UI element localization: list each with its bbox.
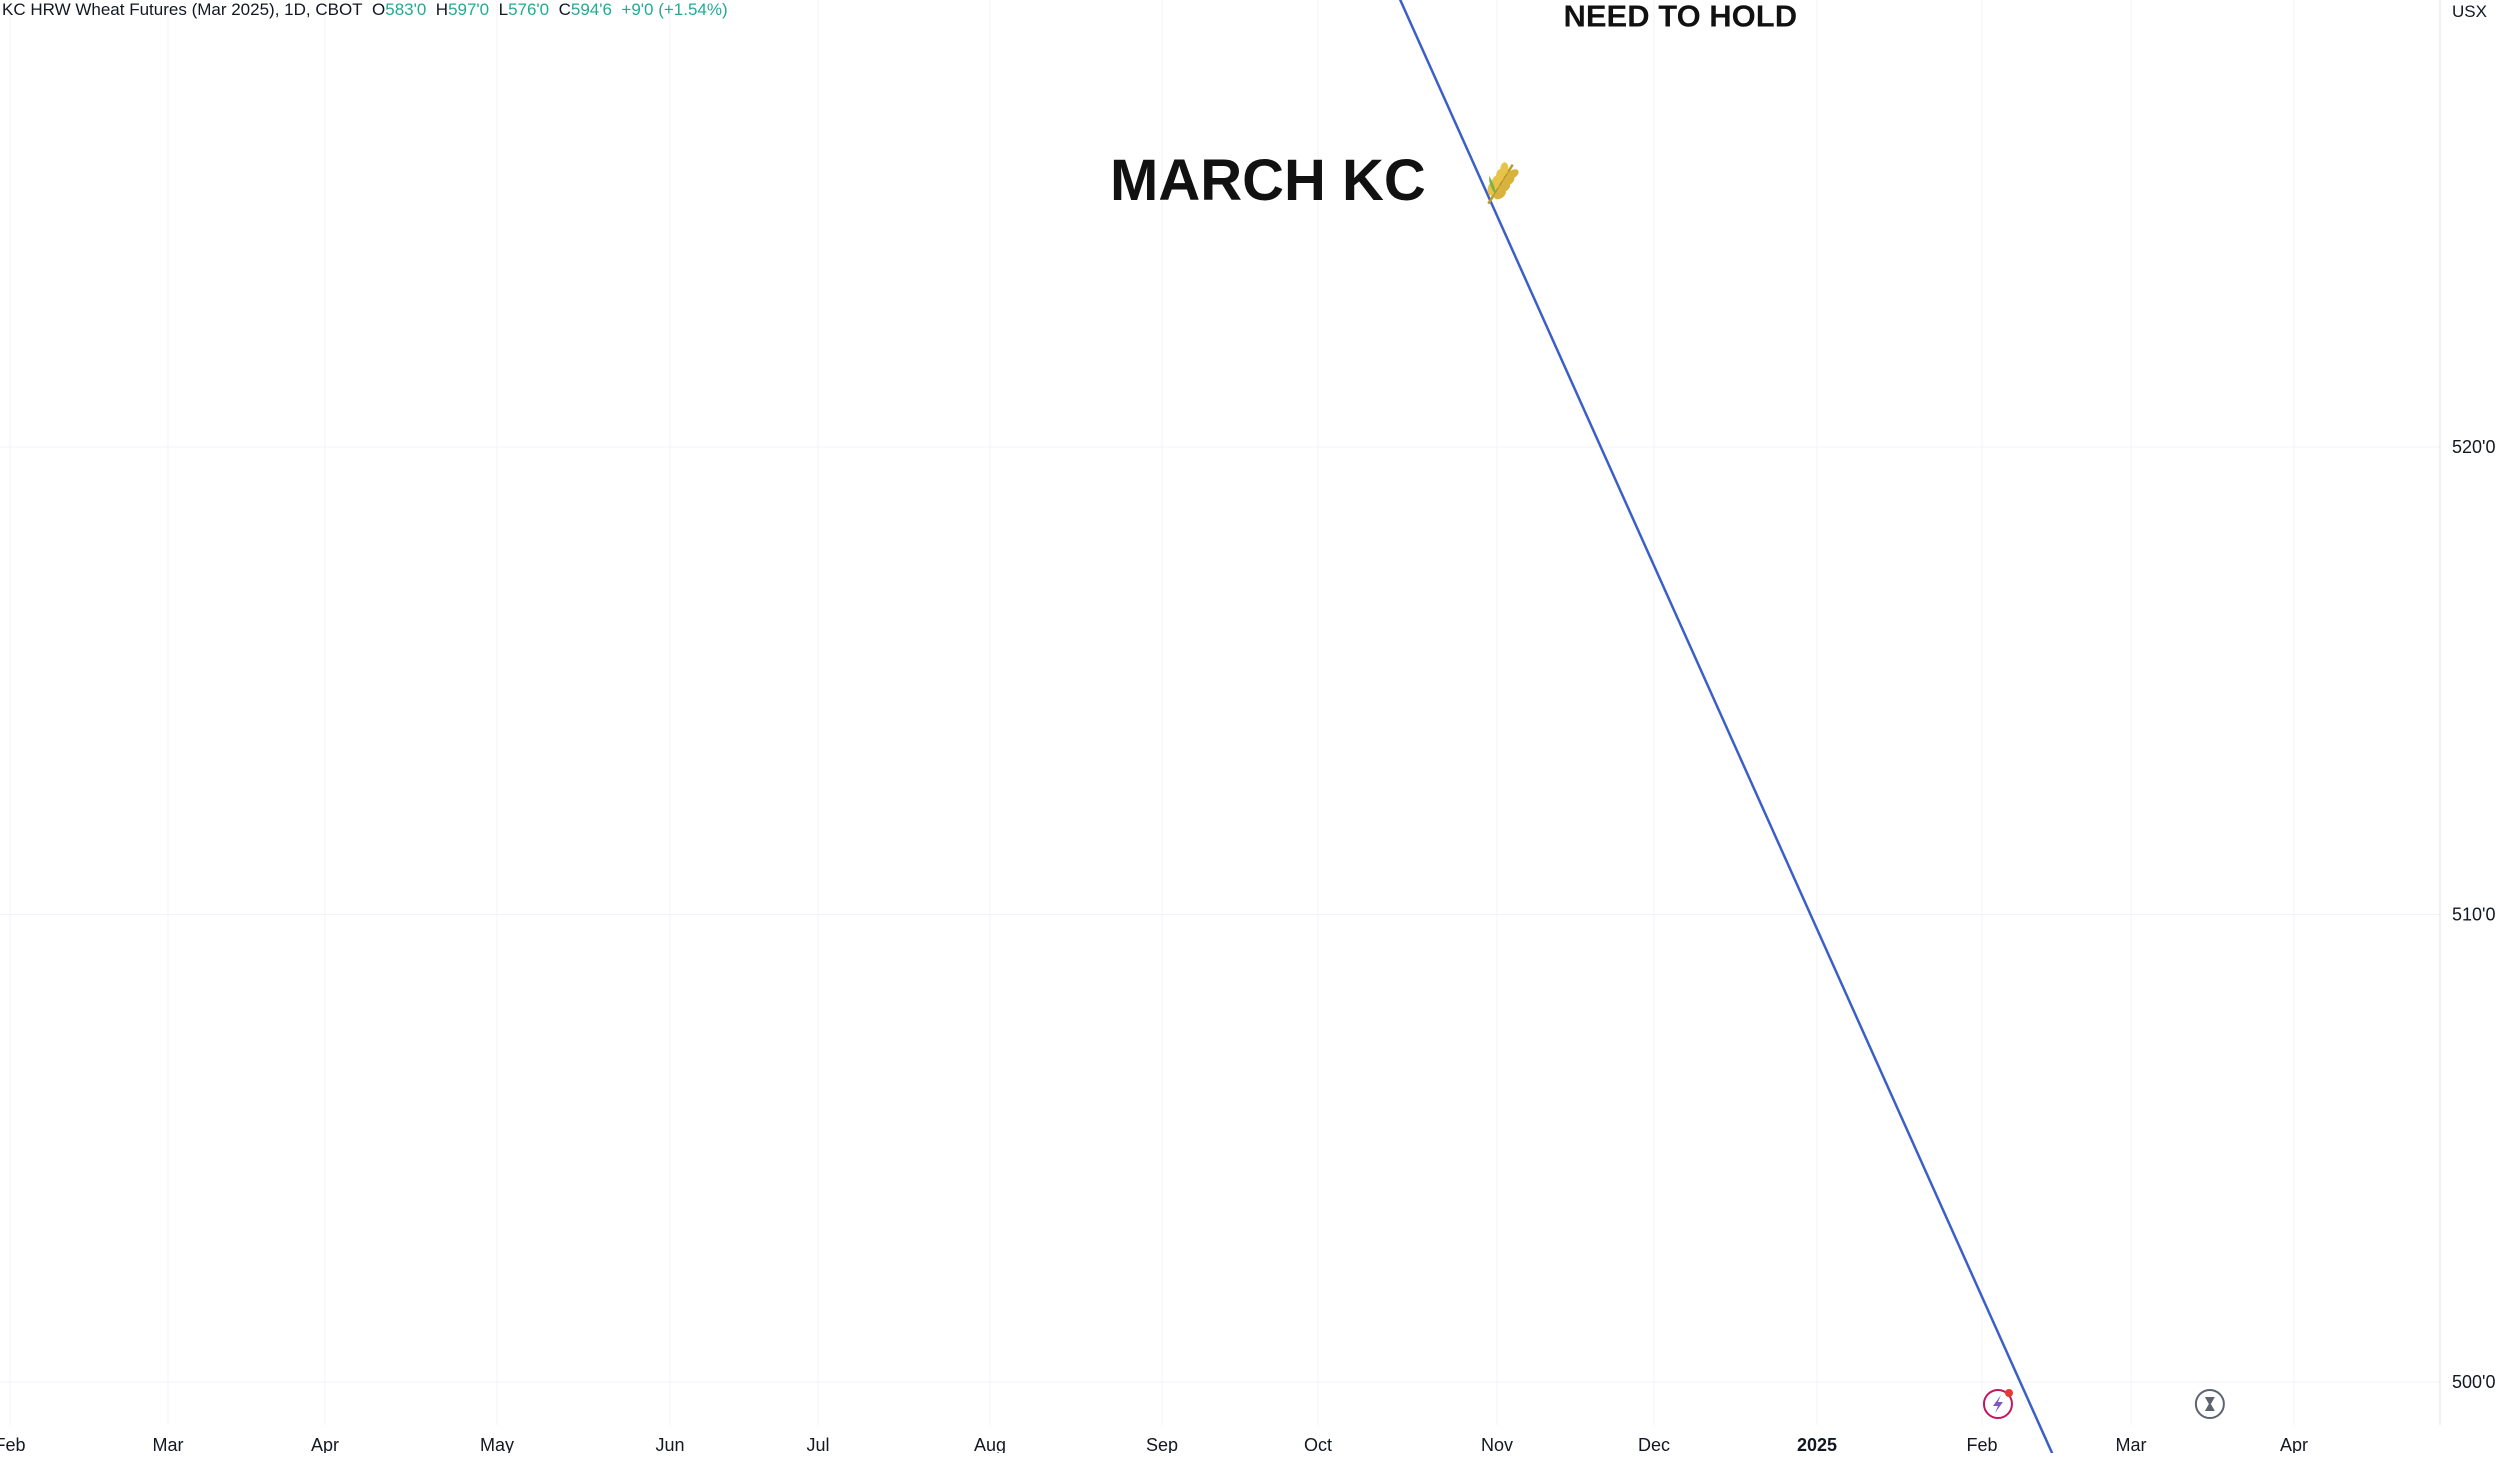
currency-label: USX — [2452, 2, 2487, 21]
x-tick-label: Jul — [806, 1435, 829, 1453]
x-tick-label: Apr — [311, 1435, 339, 1453]
hourglass-icon[interactable] — [2194, 1389, 2225, 1419]
x-tick-label: Sep — [1146, 1435, 1178, 1453]
symbol-title: KC HRW Wheat Futures (Mar 2025), 1D, CBO… — [2, 0, 363, 19]
x-tick-label: Mar — [2116, 1435, 2147, 1453]
x-tick-label: Aug — [974, 1435, 1006, 1453]
x-tick-label: Jun — [655, 1435, 684, 1453]
lightning-bolt — [1992, 1395, 2003, 1413]
symbol-header[interactable]: KC HRW Wheat Futures (Mar 2025), 1D, CBO… — [2, 0, 728, 20]
x-tick-label: Mar — [153, 1435, 184, 1453]
annotation-need-to-hold: NEED TO HOLD — [1563, 0, 1797, 33]
high-label: H — [435, 0, 449, 19]
hourglass-shape — [2204, 1397, 2215, 1411]
close-value: 594'6 — [570, 0, 612, 19]
open-value: 583'0 — [385, 0, 427, 19]
high-value: 597'0 — [448, 0, 490, 19]
x-tick-label: Nov — [1481, 1435, 1513, 1453]
grid — [0, 0, 2440, 1425]
x-tick-label: Apr — [2280, 1435, 2308, 1453]
change-value: +9'0 (+1.54%) — [621, 0, 728, 19]
y-tick-label: 510'0 — [2452, 905, 2495, 925]
chart-title: MARCH KC — [1110, 148, 1426, 213]
x-tick-label: Feb — [1966, 1435, 1997, 1453]
level-lines — [70, 0, 2083, 1458]
wheat-grain — [1494, 189, 1506, 200]
wheat-icon — [1487, 162, 1519, 205]
x-tick-label: Feb — [0, 1435, 26, 1453]
x-tick-label: Dec — [1638, 1435, 1670, 1453]
y-tick-label: 500'0 — [2452, 1372, 2495, 1392]
x-tick-label: Oct — [1304, 1435, 1332, 1453]
x-tick-label: 2025 — [1797, 1435, 1837, 1453]
lightning-circle — [1982, 1389, 2013, 1419]
wheat-leaf — [1489, 175, 1496, 194]
low-label: L — [498, 0, 509, 19]
x-tick-label: May — [480, 1435, 514, 1453]
y-tick-label: 520'0 — [2452, 437, 2495, 457]
close-label: C — [558, 0, 571, 19]
low-value: 576'0 — [508, 0, 550, 19]
open-label: O — [372, 0, 386, 19]
lightning-alert-icon[interactable] — [1982, 1389, 2013, 1419]
trendline[interactable] — [70, 0, 2083, 1458]
hourglass-circle — [2194, 1389, 2225, 1419]
wheat-stem — [1487, 163, 1514, 205]
alert-dot — [2004, 1389, 2013, 1397]
